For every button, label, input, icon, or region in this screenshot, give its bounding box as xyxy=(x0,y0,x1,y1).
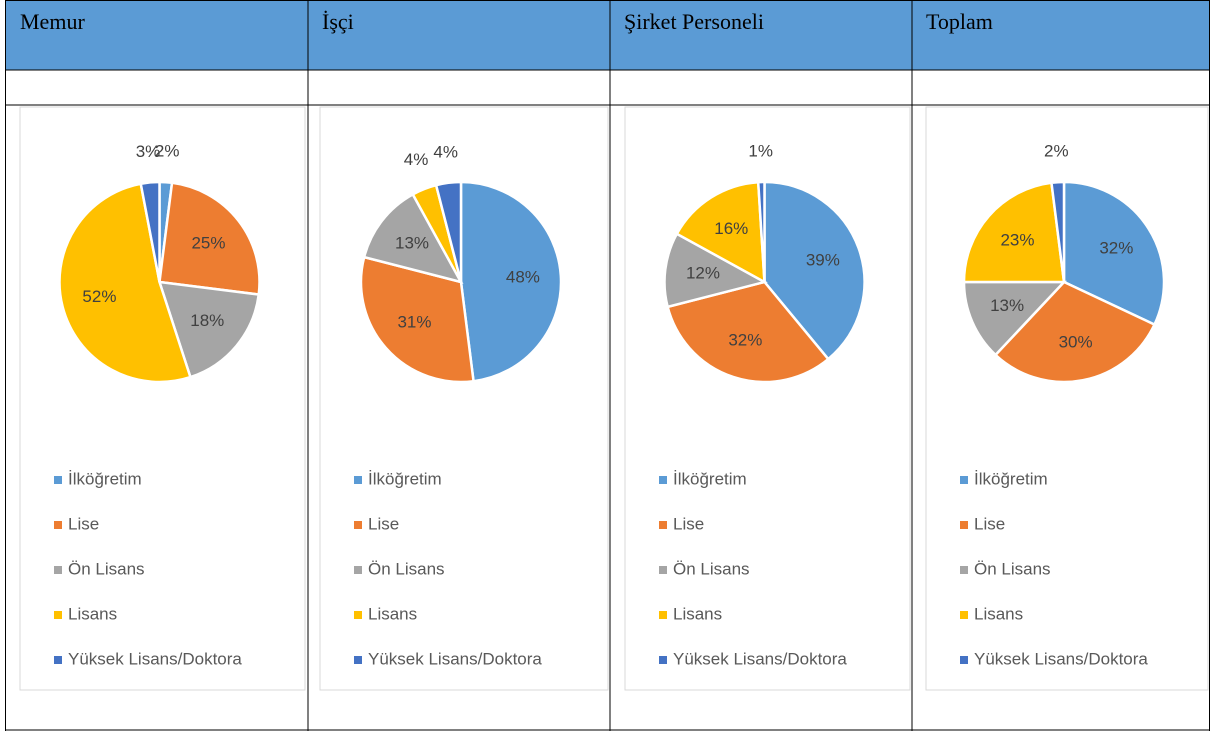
legend-label: Ön Lisans xyxy=(368,559,445,578)
data-label: 3% xyxy=(136,142,161,161)
legend-label: Yüksek Lisans/Doktora xyxy=(68,649,242,668)
column-header: Memur xyxy=(20,9,85,34)
data-label: 32% xyxy=(728,330,762,349)
legend-swatch xyxy=(54,566,62,574)
pie-slice xyxy=(962,181,1066,284)
legend-label: İlköğretim xyxy=(68,469,142,488)
legend-swatch xyxy=(54,611,62,619)
legend-label: İlköğretim xyxy=(673,469,747,488)
data-label: 25% xyxy=(191,233,225,252)
legend-swatch xyxy=(659,656,667,664)
pie-slice xyxy=(962,280,1067,357)
pie-slice xyxy=(663,232,768,309)
legend-label: Yüksek Lisans/Doktora xyxy=(368,649,542,668)
legend-swatch xyxy=(960,476,968,484)
pie-slice xyxy=(139,180,161,283)
data-label: 4% xyxy=(433,142,458,161)
header-row xyxy=(5,0,1210,70)
data-label: 48% xyxy=(506,268,540,287)
legend-label: Lisans xyxy=(974,604,1023,623)
legend-swatch xyxy=(354,656,362,664)
column-header: Toplam xyxy=(926,9,993,34)
legend-label: Lisans xyxy=(673,604,722,623)
pie-slice xyxy=(1062,180,1166,327)
chart-area xyxy=(624,106,911,691)
legend-label: Yüksek Lisans/Doktora xyxy=(673,649,847,668)
pie-slice xyxy=(359,255,475,384)
data-label: 23% xyxy=(1000,230,1034,249)
legend-swatch xyxy=(960,656,968,664)
pie-slice xyxy=(993,280,1157,384)
data-label: 31% xyxy=(397,312,431,331)
data-label: 12% xyxy=(686,264,720,283)
data-label: 2% xyxy=(155,142,180,161)
legend-label: Lise xyxy=(673,514,704,533)
data-label: 52% xyxy=(82,287,116,306)
column-header: Şirket Personeli xyxy=(624,9,764,34)
legend-swatch xyxy=(659,566,667,574)
legend-swatch xyxy=(960,521,968,529)
data-label: 30% xyxy=(1059,332,1093,351)
pie-slice xyxy=(675,180,766,285)
legend-swatch xyxy=(659,521,667,529)
data-label: 16% xyxy=(714,219,748,238)
pie-slice xyxy=(58,182,192,384)
legend-swatch xyxy=(960,611,968,619)
legend-swatch xyxy=(659,611,667,619)
data-label: 18% xyxy=(190,311,224,330)
pie-slice xyxy=(362,192,464,284)
pie-slice xyxy=(666,280,831,384)
legend-label: Lisans xyxy=(68,604,117,623)
legend-label: İlköğretim xyxy=(974,469,1048,488)
data-label: 1% xyxy=(748,142,773,161)
data-label: 39% xyxy=(806,250,840,269)
legend-label: Ön Lisans xyxy=(974,559,1051,578)
pie-slice xyxy=(756,180,766,283)
column-header: İşçi xyxy=(322,9,354,34)
legend-label: Yüksek Lisans/Doktora xyxy=(974,649,1148,668)
legend-swatch xyxy=(54,521,62,529)
legend-swatch xyxy=(354,476,362,484)
legend-label: Lise xyxy=(68,514,99,533)
legend-label: Ön Lisans xyxy=(68,559,145,578)
pie-slice xyxy=(763,180,866,361)
pie-slice xyxy=(434,180,463,283)
data-label: 32% xyxy=(1099,238,1133,257)
legend-swatch xyxy=(54,476,62,484)
legend-label: Lisans xyxy=(368,604,417,623)
legend-swatch xyxy=(354,566,362,574)
legend-label: Lise xyxy=(368,514,399,533)
data-label: 13% xyxy=(395,233,429,252)
data-label: 2% xyxy=(1044,142,1069,161)
table-grid xyxy=(5,0,1210,731)
pie-slice xyxy=(1050,180,1066,283)
pie-slice xyxy=(158,181,261,296)
pie-slice xyxy=(459,180,563,383)
data-label: 4% xyxy=(404,150,429,169)
pie-slice xyxy=(157,280,261,379)
data-label: 13% xyxy=(990,296,1024,315)
legend-label: Ön Lisans xyxy=(673,559,750,578)
legend-label: Lise xyxy=(974,514,1005,533)
legend-swatch xyxy=(960,566,968,574)
legend-swatch xyxy=(54,656,62,664)
legend-swatch xyxy=(354,611,362,619)
legend-swatch xyxy=(659,476,667,484)
legend-swatch xyxy=(354,521,362,529)
legend-label: İlköğretim xyxy=(368,469,442,488)
